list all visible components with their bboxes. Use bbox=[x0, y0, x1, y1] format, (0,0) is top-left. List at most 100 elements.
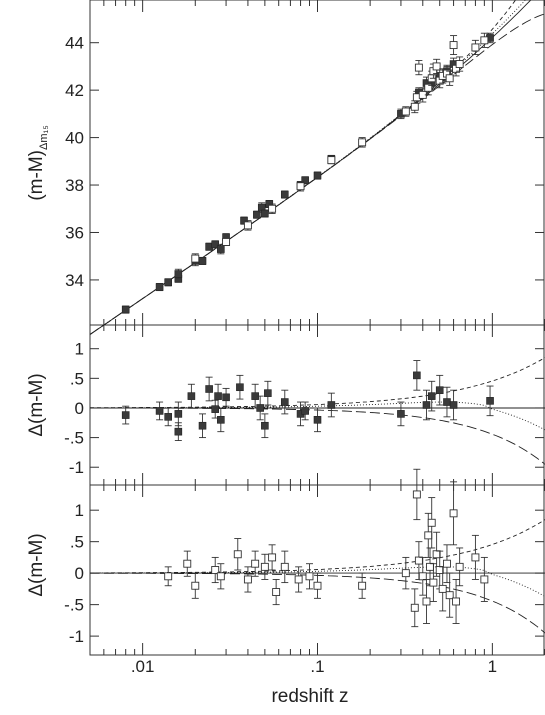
panel-bottom-ytick-label: -1 bbox=[69, 627, 84, 646]
panel-bottom-model-upper bbox=[90, 519, 545, 574]
panel-middle-filled-point bbox=[174, 427, 183, 436]
panel-middle-filled-point bbox=[449, 401, 458, 409]
top-panel-y-axis-label: (m-M)Δm₁₅ bbox=[26, 125, 50, 200]
panel-top-ytick-label: 38 bbox=[65, 176, 84, 195]
panel-top-filled-point bbox=[261, 209, 269, 218]
panel-middle-filled-point bbox=[164, 413, 172, 421]
panel-middle-filled-point bbox=[313, 416, 322, 424]
panel-top-open-point bbox=[358, 138, 367, 147]
panel-middle-model-upper bbox=[90, 357, 545, 409]
panel-top-open-point bbox=[222, 238, 231, 246]
panel-middle-filled-point bbox=[174, 410, 183, 418]
panel-middle-filled-point bbox=[121, 411, 130, 419]
panel-top-open-point bbox=[296, 182, 305, 191]
panel-top-filled-point bbox=[198, 257, 207, 265]
panel-top-open-point bbox=[424, 83, 433, 92]
panel-bottom-open-point bbox=[424, 531, 433, 540]
panel-bottom-open-point bbox=[422, 597, 431, 606]
frame-layer bbox=[89, 0, 545, 656]
panel-top-open-point bbox=[410, 102, 419, 111]
panel-bottom-frame bbox=[89, 484, 545, 656]
panel-middle-filled-point bbox=[217, 416, 225, 424]
panel-bottom-open-point bbox=[452, 597, 461, 606]
panel-bottom-open-point bbox=[426, 562, 434, 571]
panel-top-filled-point bbox=[174, 270, 183, 278]
panel-bottom-open-point bbox=[438, 584, 447, 593]
panel-top-filled-point bbox=[280, 190, 289, 199]
panel-top-open-point bbox=[414, 63, 423, 72]
panel-middle-filled-point bbox=[427, 392, 436, 400]
data-points-layer bbox=[121, 32, 494, 628]
panel-bottom-open-point bbox=[471, 553, 480, 562]
panel-bottom-open-point bbox=[260, 562, 269, 571]
panel-top-open-point bbox=[401, 107, 410, 116]
panel-top-open-point bbox=[449, 41, 458, 50]
panel-bottom-open-point bbox=[432, 550, 441, 559]
bottom-panel-y-axis-label: Δ(m-M) bbox=[26, 533, 47, 596]
panel-middle-filled-point bbox=[222, 393, 230, 402]
panel-middle-filled-point bbox=[198, 421, 207, 430]
panel-top-open-point bbox=[268, 204, 277, 213]
panel-middle-filled-point bbox=[205, 385, 213, 393]
panel-top-ytick-label: 36 bbox=[65, 223, 84, 242]
panel-bottom-open-point bbox=[251, 559, 260, 568]
panel-top-open-point bbox=[191, 254, 200, 263]
panel-top-filled-point bbox=[253, 210, 261, 219]
panel-middle-filled-point bbox=[413, 371, 421, 380]
panel-middle-filled-point bbox=[264, 389, 272, 397]
panel-top-open-point bbox=[455, 60, 464, 69]
panel-middle-filled-point bbox=[236, 383, 244, 392]
panel-bottom-open-point bbox=[427, 518, 436, 527]
panel-middle-ytick-label: -1 bbox=[69, 458, 84, 477]
panel-bottom-open-point bbox=[455, 562, 464, 571]
panel-bottom-open-point bbox=[268, 553, 277, 562]
panel-top-filled-point bbox=[164, 278, 172, 287]
panel-middle-ytick-label: 1 bbox=[75, 340, 84, 359]
panel-bottom-open-point bbox=[401, 569, 410, 578]
panel-middle-filled-point bbox=[443, 398, 451, 406]
panel-bottom-open-point bbox=[233, 550, 242, 559]
panel-middle-filled-point bbox=[280, 398, 289, 406]
panel-bottom-open-point bbox=[164, 572, 173, 581]
panel-top-ytick-label: 40 bbox=[65, 129, 84, 148]
panel-middle-filled-point bbox=[422, 401, 431, 409]
panel-bottom-open-point bbox=[414, 556, 423, 565]
panel-middle-filled-point bbox=[261, 421, 269, 430]
panel-bottom-ytick-label: .5 bbox=[70, 533, 84, 552]
panel-bottom-open-point bbox=[410, 603, 419, 612]
panel-bottom-open-point bbox=[480, 575, 489, 584]
panel-top-filled-point bbox=[301, 176, 309, 185]
panel-bottom-open-point bbox=[443, 559, 451, 568]
top-panel-y-axis-label-main: (m-M) bbox=[26, 150, 47, 201]
panel-top-filled-point bbox=[217, 245, 225, 253]
panel-top-ytick-label: 42 bbox=[65, 81, 84, 100]
panel-middle-filled-point bbox=[256, 404, 264, 412]
panel-bottom-open-point bbox=[445, 591, 454, 600]
panel-bottom-open-point bbox=[435, 566, 444, 574]
panel-top-open-point bbox=[445, 74, 454, 83]
panel-bottom-open-point bbox=[191, 581, 200, 590]
panel-bottom-open-point bbox=[449, 509, 458, 518]
panel-top-open-point bbox=[480, 36, 489, 45]
x-tick-label: 1 bbox=[488, 657, 497, 676]
panel-top-filled-point bbox=[313, 171, 322, 180]
panel-bottom-open-point bbox=[216, 572, 225, 581]
x-tick-label: .1 bbox=[310, 657, 324, 676]
panel-bottom-open-point bbox=[358, 581, 367, 590]
panel-bottom-open-point bbox=[280, 562, 289, 571]
panel-bottom-ytick-label: -.5 bbox=[64, 596, 84, 615]
panel-middle-filled-point bbox=[397, 410, 405, 418]
panel-top-open-point bbox=[327, 156, 336, 165]
panel-top-filled-point bbox=[155, 283, 164, 291]
text-layer: redshift z (m-M)Δm₁₅ Δ(m-M) Δ(m-M) 34 36 3… bbox=[26, 34, 497, 707]
panel-middle-filled-point bbox=[486, 397, 494, 405]
panel-bottom-open-point bbox=[412, 490, 421, 499]
panel-bottom-open-point bbox=[418, 572, 427, 581]
panel-top-open-point bbox=[471, 43, 480, 52]
panel-bottom-open-point bbox=[243, 575, 252, 584]
panel-middle-filled-point bbox=[155, 407, 164, 415]
panel-middle-filled-point bbox=[187, 392, 196, 400]
panel-top-open-point bbox=[243, 221, 252, 230]
panel-top-ytick-label: 44 bbox=[65, 34, 84, 53]
